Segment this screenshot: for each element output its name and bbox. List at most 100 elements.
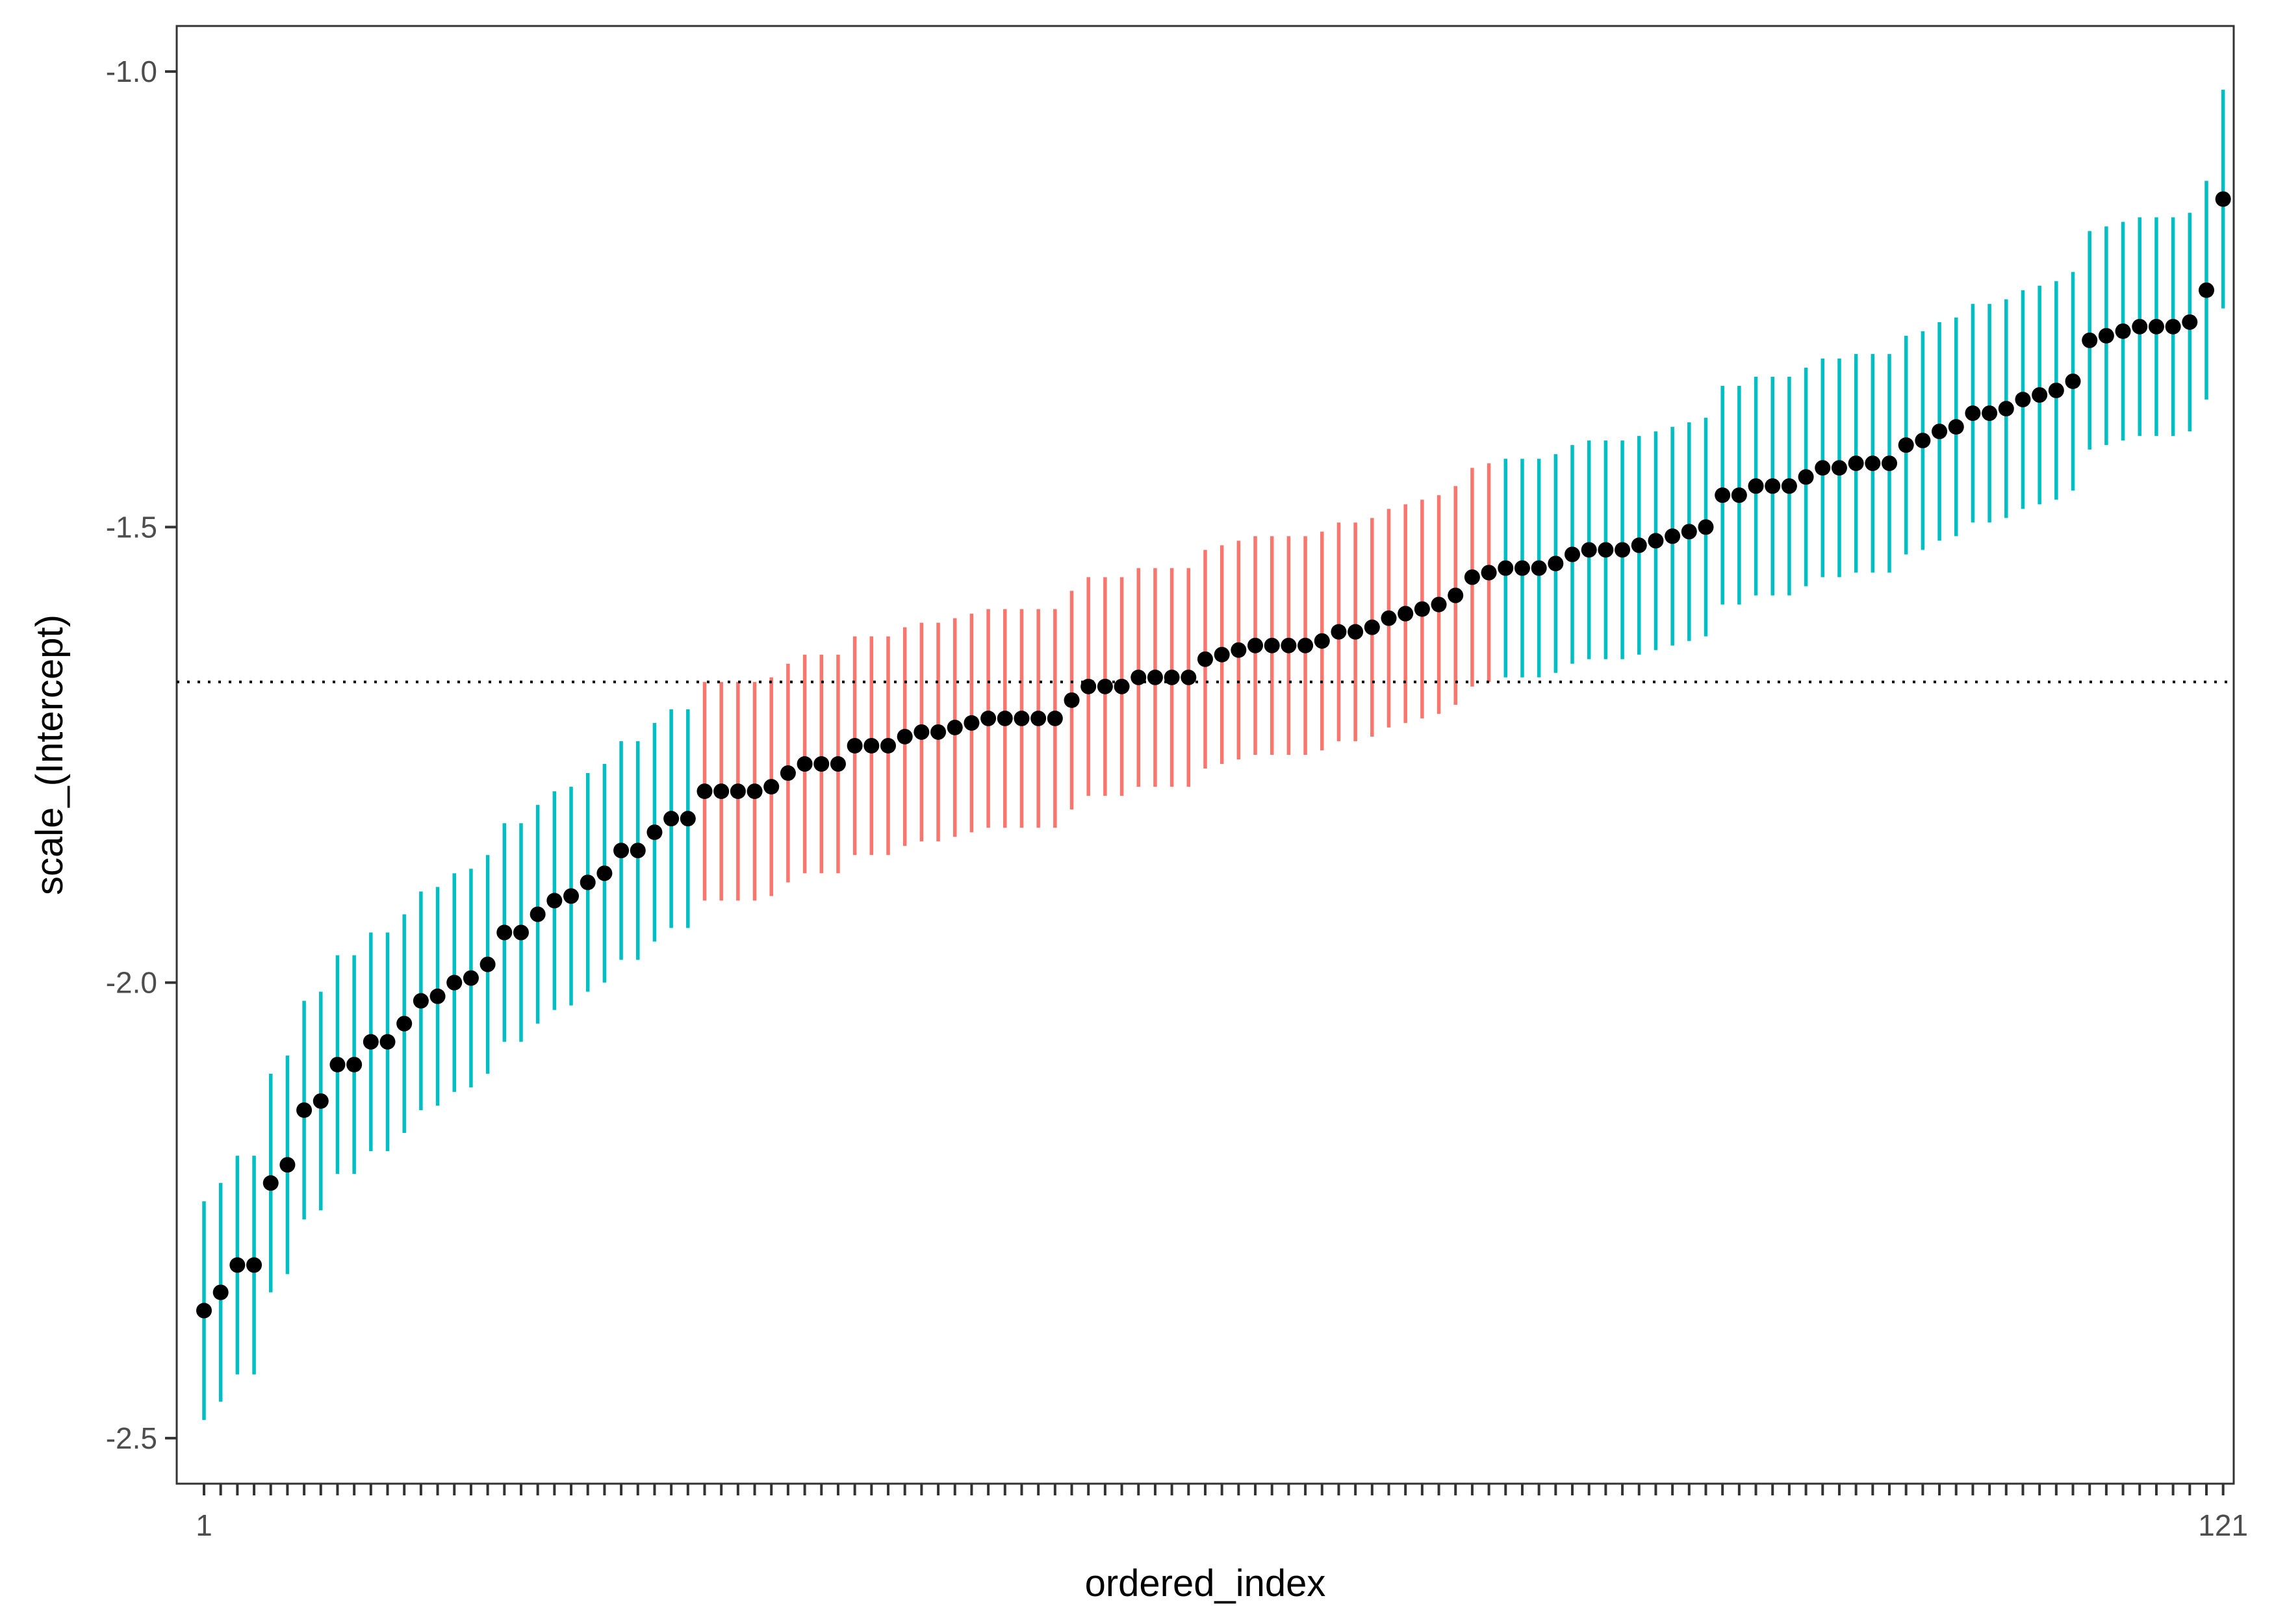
point-estimate [2132,318,2148,335]
point-estimate [1831,460,1847,476]
point-estimate [429,988,446,1004]
point-estimate [1615,542,1631,558]
point-estimate [1715,487,1731,503]
point-estimate [646,824,663,841]
point-estimate [1665,528,1681,544]
point-estimate [830,756,846,772]
point-estimate [496,924,513,941]
point-estimate [1848,455,1864,472]
point-estimate [1331,624,1347,640]
point-estimate [196,1302,212,1319]
point-estimate [2082,332,2098,348]
point-estimate [1498,560,1514,576]
x-tick-label-last: 121 [2198,1508,2248,1542]
point-estimate [479,956,496,972]
point-estimate [1181,669,1197,685]
point-estimate [2015,392,2031,408]
point-estimate [1648,533,1664,549]
point-estimate [1364,619,1380,635]
point-estimate [463,970,479,986]
point-estimate [1865,455,1881,472]
point-estimate [1014,710,1030,726]
point-estimate [1348,624,1364,640]
point-estimate [413,993,429,1009]
point-estimate [663,811,680,827]
point-estimate [1915,433,1931,449]
point-estimate [1932,424,1948,440]
point-estimate [1598,542,1614,558]
point-estimate [1164,669,1180,685]
point-estimate [2148,318,2164,335]
point-estimate [747,783,763,800]
point-estimate [1030,710,1047,726]
point-estimate [713,783,730,800]
point-estimate [2065,373,2081,389]
point-estimate [346,1056,363,1072]
y-axis-ticks: -1.0 -1.5 -2.0 -2.5 [106,55,177,1455]
point-estimate [513,924,529,941]
point-estimate [596,865,613,882]
point-estimate [1481,565,1497,581]
point-estimate [229,1257,246,1273]
point-estimate [580,874,596,891]
point-estimate [530,906,546,922]
point-estimate [1214,646,1230,663]
y-axis-title: scale_(Intercept) [29,615,71,895]
x-axis-ticks [203,1484,2225,1495]
y-tick-label: -1.0 [106,55,157,88]
point-estimate [1464,569,1480,585]
point-estimate [446,974,463,991]
point-estimate [1982,405,1998,422]
point-estimate [1631,537,1647,553]
point-estimate [212,1284,229,1300]
point-estimate [296,1102,313,1118]
point-estimate [980,710,997,726]
y-tick-label: -2.0 [106,966,157,1000]
point-estimate [613,843,630,859]
point-estimate [2215,191,2231,207]
point-estimate [1965,405,1981,422]
point-estimate [1731,487,1747,503]
point-estimate [1381,610,1397,626]
point-estimate [2032,387,2048,403]
point-estimate [379,1034,396,1050]
point-estimate [1281,637,1297,653]
point-estimate [1581,542,1597,558]
point-estimate [313,1093,329,1109]
point-estimate [563,888,580,904]
point-estimate [396,1015,413,1032]
point-estimate [1781,478,1797,494]
point-estimate [2048,383,2064,398]
point-estimate [1948,419,1964,435]
point-estimate [2182,314,2198,330]
point-estimate [1064,692,1080,708]
point-estimate [813,756,830,772]
point-estimate [1131,669,1147,685]
x-tick-label-first: 1 [196,1508,212,1542]
point-estimate [1264,637,1280,653]
point-estimate [897,728,913,744]
point-estimate [1414,601,1430,617]
point-estimate [1114,678,1130,694]
point-estimate [1882,455,1898,472]
point-estimate [2098,327,2114,344]
point-estimate [246,1257,262,1273]
point-estimate [1398,605,1414,622]
point-estimate [930,724,947,740]
point-estimate [1765,478,1781,494]
x-axis-title: ordered_index [1085,1562,1326,1605]
point-estimate [1698,519,1714,535]
point-estimate [797,756,813,772]
point-estimate [2199,282,2214,298]
point-estimate [964,715,980,731]
point-estimates [196,191,2231,1319]
point-estimate [730,783,746,800]
point-estimate [680,811,696,827]
point-estimate [1231,642,1247,658]
point-estimate [696,783,713,800]
point-estimate [1815,460,1831,476]
point-estimate [1681,524,1697,540]
point-estimate [1431,596,1447,613]
point-estimate [880,737,897,754]
